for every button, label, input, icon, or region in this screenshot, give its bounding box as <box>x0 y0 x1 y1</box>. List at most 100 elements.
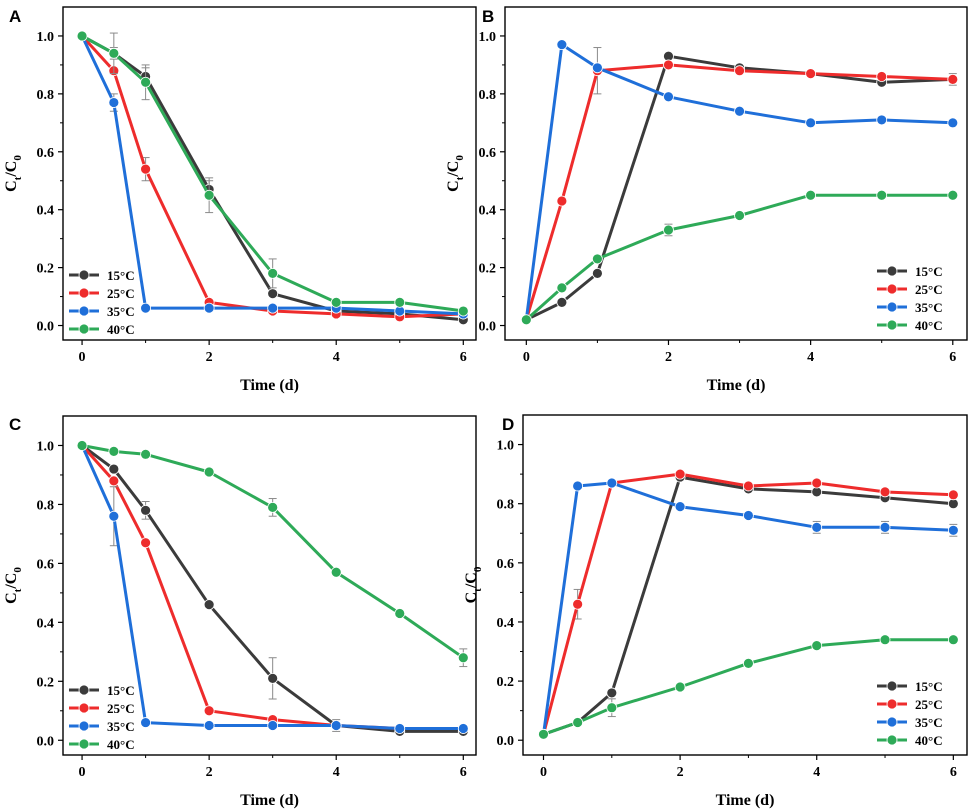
x-axis-title: Time (d) <box>716 792 775 809</box>
data-point <box>876 114 888 126</box>
series-line <box>524 63 953 321</box>
legend-marker <box>78 269 90 281</box>
series-line <box>80 444 464 730</box>
data-point <box>394 723 406 734</box>
y-tick-label: 0.2 <box>479 262 497 277</box>
legend-label: 35°C <box>107 719 135 734</box>
y-tick-label: 0.0 <box>37 320 55 335</box>
data-point <box>108 97 120 108</box>
legend-marker <box>78 305 90 317</box>
legend-marker <box>886 698 898 710</box>
data-point <box>457 652 469 664</box>
legend-marker <box>78 720 90 732</box>
data-point <box>108 47 120 59</box>
data-point <box>330 720 342 731</box>
data-point <box>606 702 618 714</box>
series-15c <box>76 440 469 737</box>
y-tick-label: 1.0 <box>479 30 497 45</box>
plot-frame <box>504 6 968 341</box>
data-point <box>394 608 406 619</box>
data-point <box>556 282 568 294</box>
y-axis-title: Ct/C0 <box>445 155 466 192</box>
y-tick-label: 0.8 <box>497 498 515 513</box>
y-tick-label: 0.4 <box>497 616 515 631</box>
series-line <box>81 34 464 313</box>
data-point <box>140 163 152 175</box>
series-35c <box>76 30 469 320</box>
data-point <box>947 189 959 201</box>
data-point <box>606 477 618 489</box>
panel-label: D <box>502 415 514 434</box>
data-point <box>734 210 745 221</box>
y-tick-label: 0.4 <box>37 616 55 631</box>
data-point <box>330 296 342 308</box>
data-point <box>879 634 891 646</box>
data-point <box>203 189 215 201</box>
panel-d: D 0 2 4 6 0.0 0.2 0.4 0.6 0.8 1.0 Time (d) Ct/C0 15°C… <box>463 414 968 809</box>
y-tick-label: 1.0 <box>37 30 55 45</box>
x-tick-label: 2 <box>677 765 684 780</box>
data-point <box>805 68 817 79</box>
x-tick-label: 4 <box>807 350 814 365</box>
x-tick-label: 6 <box>460 765 467 780</box>
y-tick-label: 0.6 <box>37 146 55 161</box>
data-point <box>203 466 215 478</box>
series-40c <box>76 30 469 317</box>
legend-marker <box>886 283 898 295</box>
data-point <box>663 91 674 103</box>
x-tick-label: 4 <box>813 765 820 780</box>
y-tick-label: 1.0 <box>497 439 515 454</box>
series-line <box>542 472 954 735</box>
data-point <box>743 480 754 492</box>
y-axis-title: Ct/C0 <box>463 566 484 603</box>
legend-marker <box>78 287 90 299</box>
x-tick-label: 2 <box>206 350 213 365</box>
data-point <box>267 302 279 314</box>
legend-marker <box>78 738 90 750</box>
data-point <box>140 537 152 549</box>
series-line <box>81 444 465 659</box>
x-tick-label: 6 <box>460 350 467 365</box>
data-point <box>108 463 120 475</box>
data-point <box>556 296 568 308</box>
legend-label: 15°C <box>915 679 943 694</box>
legend-marker <box>886 301 898 313</box>
y-tick-label: 0.2 <box>497 675 515 690</box>
y-tick-label: 0.8 <box>479 88 497 103</box>
y-tick-label: 0.2 <box>37 262 55 277</box>
y-tick-label: 0.6 <box>479 146 497 161</box>
data-point <box>663 224 674 236</box>
legend-label: 15°C <box>107 268 135 283</box>
data-point <box>876 71 888 82</box>
data-point <box>572 598 584 610</box>
data-point <box>267 672 279 684</box>
x-tick-label: 0 <box>79 765 86 780</box>
data-point <box>592 253 603 265</box>
x-tick-label: 2 <box>665 350 672 365</box>
legend-label: 35°C <box>915 300 943 315</box>
legend-label: 35°C <box>107 304 135 319</box>
series-line <box>543 638 954 736</box>
data-point <box>572 480 584 492</box>
y-tick-label: 0.4 <box>479 204 497 219</box>
data-point <box>674 681 686 693</box>
series-line <box>525 54 953 322</box>
x-tick-label: 6 <box>949 350 956 365</box>
data-point <box>520 314 532 326</box>
legend-label: 35°C <box>915 715 943 730</box>
data-point <box>76 30 88 42</box>
data-point <box>876 189 888 201</box>
data-point <box>743 510 754 521</box>
series-line <box>524 43 953 320</box>
data-point <box>879 521 891 533</box>
data-point <box>267 501 279 513</box>
legend-label: 40°C <box>107 737 135 752</box>
x-tick-label: 6 <box>950 765 957 780</box>
data-point <box>538 728 549 740</box>
data-point <box>203 599 215 611</box>
data-point <box>734 105 745 117</box>
series-line <box>80 35 464 316</box>
legend-label: 15°C <box>915 264 943 279</box>
data-point <box>140 717 152 728</box>
